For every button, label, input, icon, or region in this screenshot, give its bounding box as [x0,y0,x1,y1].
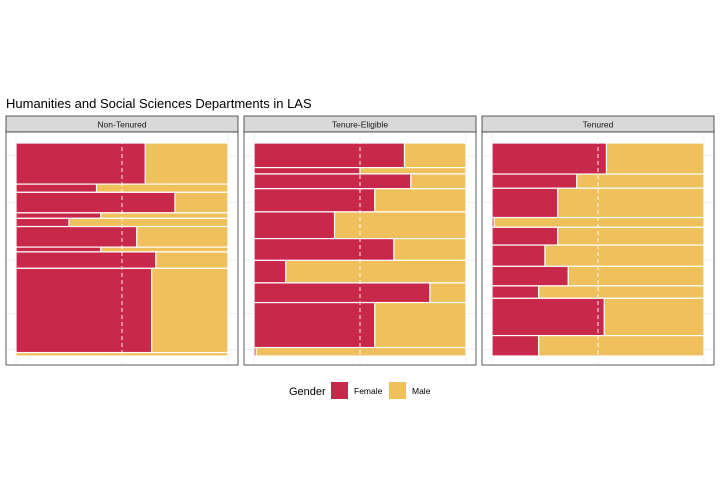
bar-segment-female [491,334,540,357]
facet-strip-label: Tenure-Eligible [332,120,388,130]
bar-segment-male [359,167,467,175]
legend-label-male: Male [412,386,431,396]
bar-segment-female [253,173,412,190]
bar-segment-male [155,251,229,269]
bar-segment-male [557,187,705,219]
bar-segment-female [491,297,605,337]
bar-segment-male [429,282,467,304]
bar-segment-male [393,238,467,261]
bar-segment-male [605,142,705,175]
bar-segment-female [491,285,540,299]
bar-segment-male [333,211,467,240]
facet-strip-label: Tenured [583,120,614,130]
bar-segment-female [491,142,608,175]
legend-swatch-male [389,382,406,399]
bar-segment-male [95,183,229,193]
bar-segment-male [100,212,229,219]
bar-segment-male [285,259,467,284]
bar-segment-male [136,225,229,248]
bar-segment-female [15,191,176,214]
bar-segment-male [567,265,705,287]
bar-segment-male [603,297,705,337]
bar-segment-female [15,251,157,269]
bar-segment-female [15,142,146,185]
facet-panel: Non-Tenured [5,115,239,366]
legend-title: Gender [289,386,326,398]
bar-segment-female [15,246,102,253]
bar-segment-female [15,225,138,248]
bar-segment-male [100,246,229,253]
bar-segment-female [491,226,559,246]
bar-segment-female [15,217,70,228]
bar-segment-female [253,188,376,213]
bar-segment-female [491,265,569,287]
facet-panel: Tenured [481,115,715,366]
bar-segment-female [491,187,559,219]
bar-segment-female [253,238,395,261]
bar-segment-male [151,267,229,354]
bar-segment-male [255,346,467,357]
bar-segment-female [491,173,578,189]
legend: Gender Female Male [289,382,431,399]
bar-segment-male [544,244,705,267]
bar-segment-female [253,211,336,240]
bar-segment-male [410,173,467,190]
bar-segment-male [538,334,705,357]
bar-segment-male [493,216,705,228]
facet-panels: Non-Tenured Tenure-Eligible Tenured [5,115,715,366]
chart-title: Humanities and Social Sciences Departmen… [6,96,312,111]
bar-segment-female [491,244,546,267]
bar-segment-male [557,226,705,246]
bar-segment-female [253,142,406,169]
bar-segment-male [374,188,467,213]
bar-segment-male [374,301,467,349]
bar-segment-male [538,285,705,299]
bar-segment-female [15,183,98,193]
facet-panel: Tenure-Eligible [243,115,477,366]
bar-segment-female [253,301,376,349]
legend-label-female: Female [354,386,383,396]
bar-segment-male [403,142,467,169]
bar-segment-male [68,217,229,228]
legend-swatch-female [331,382,348,399]
bar-segment-male [174,191,229,214]
facet-strip-label: Non-Tenured [97,120,146,130]
bar-segment-male [576,173,705,189]
bar-segment-female [253,259,287,284]
bar-segment-female [253,282,431,304]
bar-segment-female [253,167,361,175]
bar-segment-male [144,142,229,185]
bar-segment-female [15,212,102,219]
bar-segment-female [15,267,153,354]
